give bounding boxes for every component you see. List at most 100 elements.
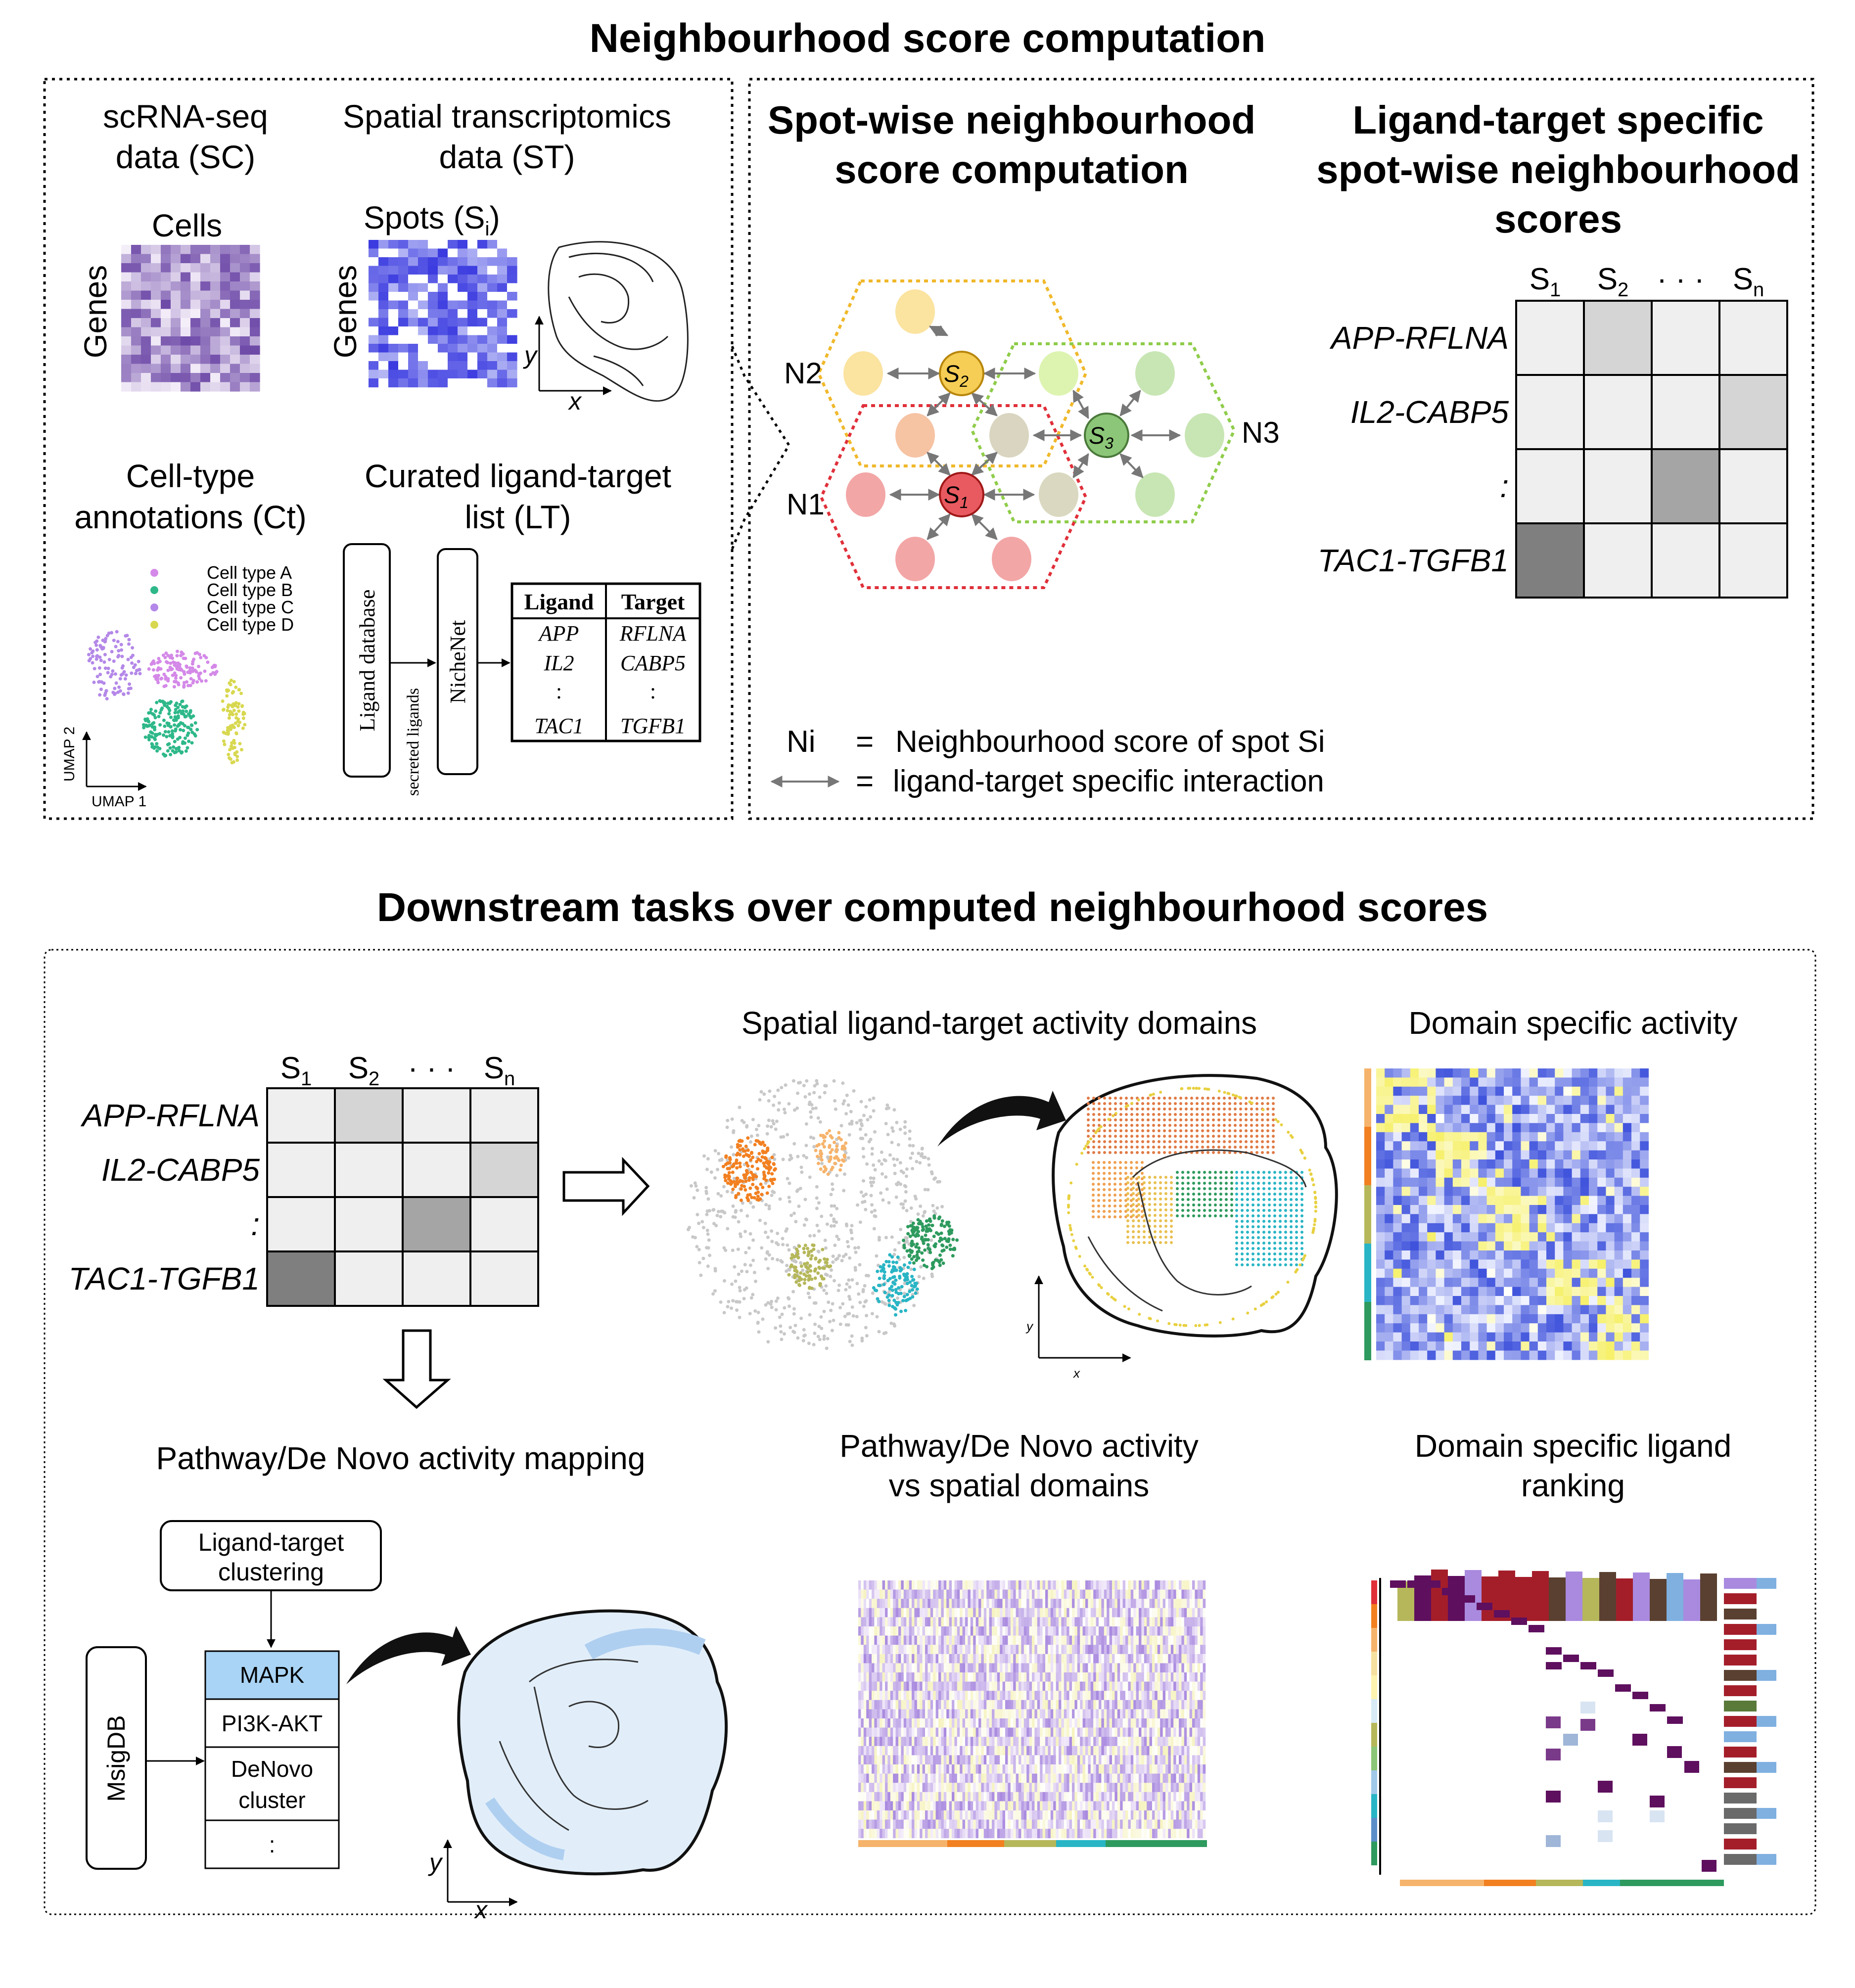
score-row-label: TAC1-TGFB1	[69, 1261, 260, 1296]
score-row-label: APP-RFLNA	[80, 1098, 260, 1133]
lt-target-3: :	[650, 679, 656, 703]
downstream-panel	[44, 949, 1816, 1915]
brain-outline-small	[548, 241, 689, 402]
score-row-label: APP-RFLNA	[1329, 320, 1509, 356]
pathway-pi3k: PI3K-AKT	[222, 1711, 323, 1736]
pathway-vs-domain-heatmap	[858, 1580, 1207, 1847]
pathway-axis-x: x	[474, 1896, 488, 1924]
ligand-db-box	[343, 543, 391, 778]
spot-s1: S1	[939, 472, 984, 517]
lt-ligand-2: IL2	[543, 651, 574, 675]
lt-ligand-4: TAC1	[534, 714, 583, 738]
label-n3: N3	[1242, 416, 1280, 449]
vs-title-2: vs spatial domains	[889, 1468, 1149, 1503]
pathway-mapping-title: Pathway/De Novo activity mapping	[156, 1440, 646, 1476]
domain-brain-axes	[1034, 1275, 1131, 1362]
score-row-label: IL2-CABP5	[1350, 394, 1509, 430]
pathway-list	[204, 1650, 340, 1869]
legend-dot-b	[150, 586, 158, 594]
nichenet-label: NicheNet	[446, 620, 470, 704]
lt-target-2: CABP5	[620, 651, 686, 675]
svg-text:S2: S2	[944, 361, 969, 390]
sc-heatmap	[121, 245, 260, 392]
st-axes	[535, 316, 612, 395]
ligand-db-label: Ligand database	[355, 589, 379, 731]
st-title-1: Spatial transcriptomics	[343, 98, 671, 135]
pathway-mapk: MAPK	[240, 1662, 305, 1688]
vs-title-1: Pathway/De Novo activity	[839, 1428, 1199, 1464]
label-n1: N1	[787, 488, 825, 521]
legend-ni-eq: =	[856, 725, 874, 759]
pathway-ellipsis: :	[269, 1832, 276, 1857]
hexagon-n3	[970, 342, 1236, 523]
score-matrix-bottom: S1 S2 · · · Sn APP-RFLNA IL2-CABP5: TAC1-TGFB1	[69, 1051, 539, 1307]
umap1-label: UMAP 1	[92, 793, 146, 810]
score-row-label: TAC1-TGFB1	[1318, 543, 1509, 578]
spotwise-title-2: score computation	[835, 147, 1189, 191]
top-title: Neighbourhood score computation	[590, 16, 1266, 61]
hollow-arrow-right	[562, 1156, 650, 1216]
scores-title-3: scores	[1494, 197, 1622, 241]
umap-scatter	[87, 630, 247, 765]
score-row-label: :	[251, 1206, 260, 1242]
lt-target-4: TGFB1	[620, 714, 686, 738]
nichenet-box	[437, 548, 478, 775]
legend-arrow-eq: =	[856, 764, 874, 798]
score-col-header: · · ·	[408, 1051, 455, 1085]
secreted-label: secreted ligands	[404, 688, 422, 796]
msigdb-box	[86, 1646, 147, 1870]
ranking-title-1: Domain specific ligand	[1415, 1428, 1731, 1464]
lt-ligand-1: APP	[538, 621, 579, 646]
st-heatmap	[369, 240, 517, 388]
pathway-denovo-2: cluster	[238, 1787, 305, 1813]
hexagon-n1	[819, 404, 1088, 589]
scores-title-1: Ligand-target specific	[1352, 98, 1763, 142]
pathway-brain-axes	[443, 1839, 518, 1906]
score-col-header: · · ·	[1657, 262, 1704, 296]
domain-activity-title: Domain specific activity	[1408, 1005, 1737, 1041]
clustering-label-1: Ligand-target	[198, 1528, 344, 1556]
legend-label-c: Cell type C	[207, 597, 294, 617]
interaction-arrows	[886, 325, 1181, 540]
score-col-header: S2	[348, 1051, 380, 1090]
legend-dot-d	[150, 621, 158, 629]
lt-target-1: RFLNA	[619, 621, 687, 646]
inputs-panel	[43, 78, 734, 820]
score-col-header: Sn	[1733, 262, 1764, 301]
ligand-ranking-plot	[1371, 1570, 1776, 1886]
ct-legend: Cell type A Cell type B Cell type C Cell…	[150, 562, 294, 635]
st-axis-x: x	[568, 387, 582, 415]
st-title-2: data (ST)	[439, 139, 575, 175]
st-genes-label: Genes	[327, 265, 363, 359]
pathway-axis-y: y	[428, 1849, 443, 1876]
legend-label-b: Cell type B	[207, 580, 293, 600]
lt-head-ligand: Ligand	[524, 589, 594, 614]
scores-title-2: spot-wise neighbourhood	[1316, 147, 1800, 191]
umap2-label: UMAP 2	[61, 727, 78, 782]
ranking-title-2: ranking	[1521, 1468, 1625, 1503]
msigdb-label: MsigDB	[102, 1715, 130, 1802]
legend-dot-c	[150, 603, 158, 611]
domains-title: Spatial ligand-target activity domains	[742, 1005, 1257, 1041]
score-col-header: S2	[1597, 262, 1629, 301]
curved-arrow-2	[346, 1626, 471, 1684]
spotwise-panel	[748, 78, 1814, 820]
st-axis-y: y	[523, 341, 538, 369]
hexagon-n2	[817, 279, 1088, 467]
label-n2: N2	[784, 357, 822, 390]
legend-dot-a	[150, 569, 158, 577]
legend-arrow-val: ligand-target specific interaction	[893, 764, 1324, 798]
domain-axis-y: y	[1025, 1319, 1034, 1334]
spot-s2: S2	[939, 351, 984, 396]
spotwise-title-1: Spot-wise neighbourhood	[768, 98, 1256, 142]
clustering-label-2: clustering	[218, 1558, 324, 1586]
domain-axis-x: x	[1072, 1366, 1080, 1381]
score-col-header: Sn	[484, 1051, 515, 1090]
ct-title-1: Cell-type	[126, 458, 255, 494]
umap-axes	[82, 731, 147, 791]
ct-title-2: annotations (Ct)	[74, 499, 307, 535]
bottom-title: Downstream tasks over computed neighbour…	[377, 885, 1488, 930]
brain-domains	[1052, 1074, 1338, 1338]
spot-s3: S3	[1084, 413, 1129, 458]
lt-ligand-3: :	[556, 679, 562, 703]
